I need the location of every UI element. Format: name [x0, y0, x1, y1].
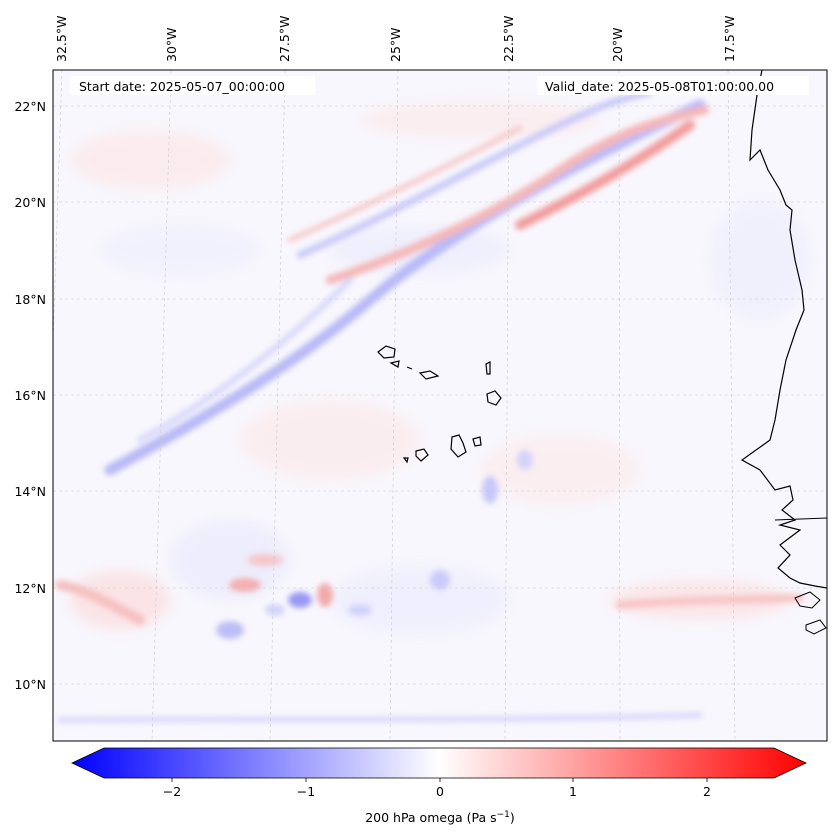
lat-label: 12°N — [14, 581, 46, 596]
colorbar-tick: 1 — [569, 784, 577, 799]
omega-field — [53, 70, 827, 741]
longitude-labels: 32.5°W 30°W 27.5°W 25°W 22.5°W 20°W 17.5… — [54, 16, 737, 62]
colorbar-tick: 2 — [703, 784, 711, 799]
colorbar-tick: −2 — [163, 784, 181, 799]
colorbar: −2 −1 0 1 2 200 hPa omega (Pa s−1) — [71, 747, 807, 825]
lat-label: 10°N — [14, 677, 46, 692]
header: Start date: 2025-05-07_00:00:00 Valid_da… — [70, 76, 809, 95]
lat-label: 18°N — [14, 292, 46, 307]
lat-label: 20°N — [14, 195, 46, 210]
colorbar-tick: −1 — [297, 784, 315, 799]
coastline — [740, 70, 827, 589]
lon-label: 27.5°W — [277, 16, 292, 62]
colorbar-bar — [71, 747, 807, 779]
cape-verde-islands — [377, 345, 502, 464]
lon-label: 32.5°W — [54, 16, 69, 62]
start-date-label: Start date: 2025-05-07_00:00:00 — [79, 79, 285, 94]
lon-label: 20°W — [610, 27, 625, 62]
lat-label: 16°N — [14, 388, 46, 403]
graticule — [53, 70, 827, 741]
colorbar-label: 200 hPa omega (Pa s−1) — [365, 810, 515, 825]
lon-label: 30°W — [164, 27, 179, 62]
lon-label: 22.5°W — [501, 16, 516, 62]
lat-label: 22°N — [14, 99, 46, 114]
lon-label: 25°W — [388, 27, 403, 62]
colorbar-tick: 0 — [436, 784, 444, 799]
latitude-labels: 22°N 20°N 18°N 16°N 14°N 12°N 10°N — [14, 99, 46, 692]
lon-label: 17.5°W — [722, 16, 737, 62]
lat-label: 14°N — [14, 484, 46, 499]
map-panel — [52, 69, 828, 742]
valid-date-label: Valid_date: 2025-05-08T01:00:00.00 — [545, 79, 774, 94]
